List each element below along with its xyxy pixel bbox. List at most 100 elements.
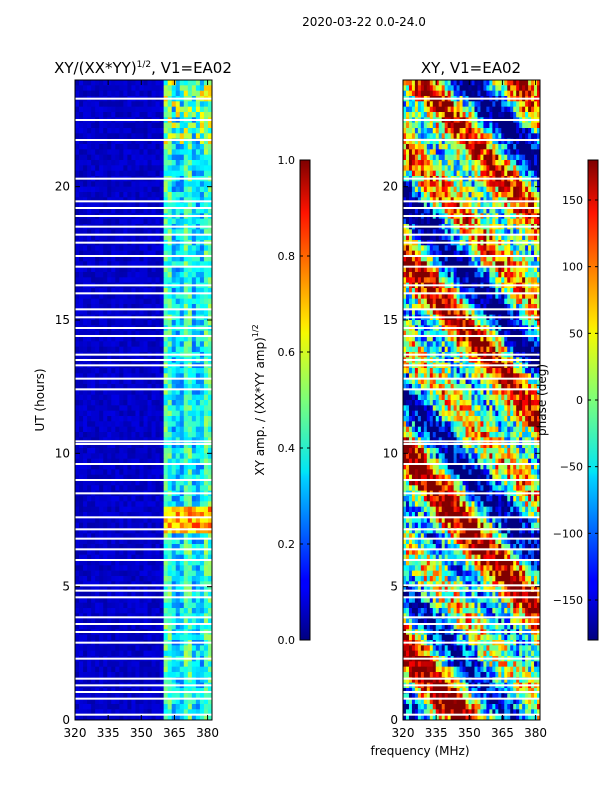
heatmap-cell xyxy=(95,261,100,268)
heatmap-cell xyxy=(91,336,96,342)
heatmap-cell xyxy=(429,101,434,108)
heatmap-cell xyxy=(191,538,197,545)
heatmap-cell xyxy=(528,149,532,156)
heatmap-cell xyxy=(167,288,173,294)
heatmap-cell xyxy=(79,410,84,417)
heatmap-cell xyxy=(167,122,173,129)
heatmap-cell xyxy=(103,517,108,524)
heatmap-cell xyxy=(107,650,112,657)
heatmap-cell xyxy=(183,469,189,476)
heatmap-cell xyxy=(79,229,84,236)
heatmap-cell xyxy=(207,378,212,385)
heatmap-cell xyxy=(501,106,505,113)
heatmap-cell xyxy=(143,688,149,694)
heatmap-cell xyxy=(167,181,173,188)
heatmap-cell xyxy=(531,85,535,92)
heatmap-cell xyxy=(103,197,108,204)
heatmap-cell xyxy=(171,560,177,566)
heatmap-cell xyxy=(147,501,153,508)
heatmap-cell xyxy=(131,288,136,294)
heatmap-cell xyxy=(75,378,80,385)
data-gap-line xyxy=(75,596,212,599)
heatmap-cell xyxy=(151,437,157,444)
heatmap-cell xyxy=(187,106,193,113)
heatmap-cell xyxy=(187,666,193,673)
heatmap-cell xyxy=(179,394,185,401)
heatmap-cell xyxy=(516,144,520,150)
heatmap-cell xyxy=(119,714,124,720)
heatmap-cell xyxy=(195,378,201,385)
heatmap-cell xyxy=(127,432,132,438)
heatmap-cell xyxy=(135,672,140,678)
heatmap-cell xyxy=(195,373,201,380)
heatmap-cell xyxy=(99,229,104,236)
heatmap-cell xyxy=(139,298,144,305)
heatmap-cell xyxy=(147,229,153,236)
heatmap-cell xyxy=(135,277,140,284)
heatmap-cell xyxy=(119,613,124,620)
heatmap-cell xyxy=(83,394,88,401)
heatmap-cell xyxy=(183,90,189,97)
heatmap-cell xyxy=(75,170,80,177)
heatmap-cell xyxy=(111,496,116,502)
heatmap-cell xyxy=(495,133,499,140)
heatmap-cell xyxy=(191,512,197,518)
heatmap-cell xyxy=(492,80,496,86)
heatmap-cell xyxy=(423,101,428,108)
heatmap-cell xyxy=(207,165,212,172)
heatmap-cell xyxy=(119,101,124,108)
heatmap-cell xyxy=(103,501,108,508)
heatmap-cell xyxy=(465,106,470,113)
heatmap-cell xyxy=(111,256,116,262)
heatmap-cell xyxy=(147,197,153,204)
heatmap-cell xyxy=(111,528,116,534)
heatmap-cell xyxy=(175,618,181,625)
heatmap-cell xyxy=(426,101,431,108)
heatmap-cell xyxy=(179,528,185,534)
heatmap-cell xyxy=(107,426,112,433)
heatmap-cell xyxy=(468,165,472,172)
heatmap-cell xyxy=(199,165,205,172)
heatmap-cell xyxy=(477,101,481,108)
heatmap-cell xyxy=(91,602,96,609)
heatmap-cell xyxy=(444,144,449,150)
heatmap-cell xyxy=(99,138,104,145)
heatmap-cell xyxy=(139,309,144,316)
heatmap-cell xyxy=(459,112,464,118)
heatmap-cell xyxy=(119,384,124,390)
heatmap-cell xyxy=(203,458,209,465)
heatmap-cell xyxy=(83,128,88,134)
heatmap-cell xyxy=(103,554,108,561)
heatmap-cell xyxy=(465,133,470,140)
heatmap-cell xyxy=(171,464,177,470)
heatmap-cell xyxy=(207,154,212,161)
heatmap-cell xyxy=(75,608,80,614)
heatmap-cell xyxy=(107,293,112,300)
heatmap-cell xyxy=(183,714,189,720)
heatmap-cell xyxy=(151,512,157,518)
heatmap-cell xyxy=(403,154,407,161)
heatmap-cell xyxy=(151,261,157,268)
heatmap-cell xyxy=(199,464,205,470)
heatmap-cell xyxy=(179,533,185,540)
heatmap-cell xyxy=(171,661,177,668)
heatmap-cell xyxy=(429,160,434,166)
heatmap-cell xyxy=(151,506,157,513)
heatmap-cell xyxy=(423,128,428,134)
heatmap-cell xyxy=(147,154,153,161)
heatmap-cell xyxy=(143,602,149,609)
heatmap-cell xyxy=(75,346,80,353)
heatmap-cell xyxy=(435,112,440,118)
heatmap-cell xyxy=(531,112,535,118)
heatmap-cell xyxy=(79,624,84,630)
heatmap-cell xyxy=(203,576,209,582)
heatmap-cell xyxy=(207,149,212,156)
heatmap-cell xyxy=(111,464,116,470)
heatmap-cell xyxy=(135,101,140,108)
heatmap-cell xyxy=(103,288,108,294)
heatmap-cell xyxy=(474,90,478,97)
heatmap-cell xyxy=(87,634,92,641)
heatmap-cell xyxy=(139,688,144,694)
heatmap-cell xyxy=(167,245,173,252)
heatmap-cell xyxy=(471,138,475,145)
